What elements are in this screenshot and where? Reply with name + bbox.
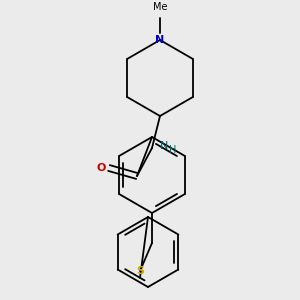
Text: S: S [136,266,144,276]
Text: N: N [160,141,168,151]
Text: O: O [96,163,106,173]
Text: N: N [155,35,165,45]
Text: Me: Me [153,2,167,12]
Text: H: H [169,145,176,155]
